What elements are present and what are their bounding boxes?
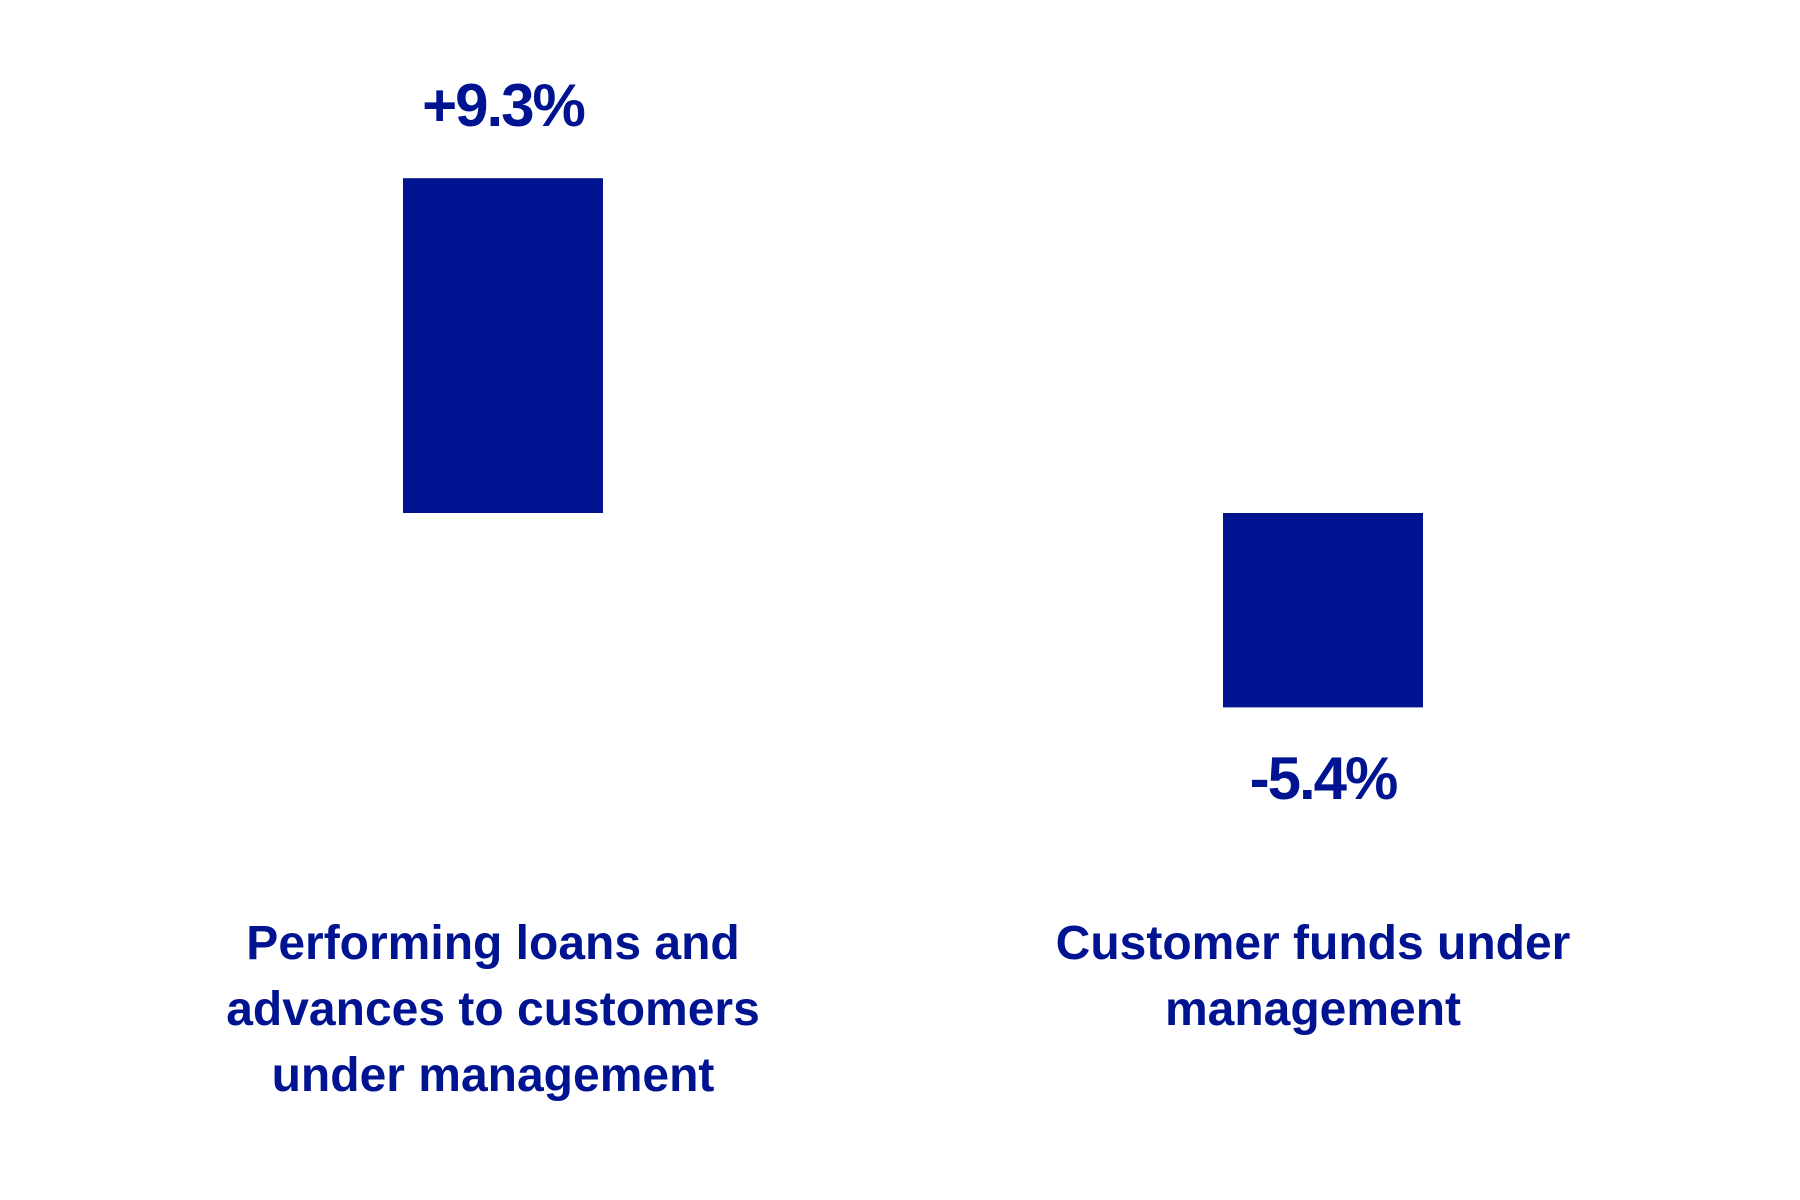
bar	[1223, 513, 1423, 708]
value-label: -5.4%	[1250, 745, 1397, 812]
category-label: Customer funds under management	[1055, 917, 1571, 1036]
value-label: +9.3%	[422, 72, 584, 139]
bar	[403, 178, 603, 513]
category-label: Performing loans and advances to custome…	[226, 917, 760, 1102]
